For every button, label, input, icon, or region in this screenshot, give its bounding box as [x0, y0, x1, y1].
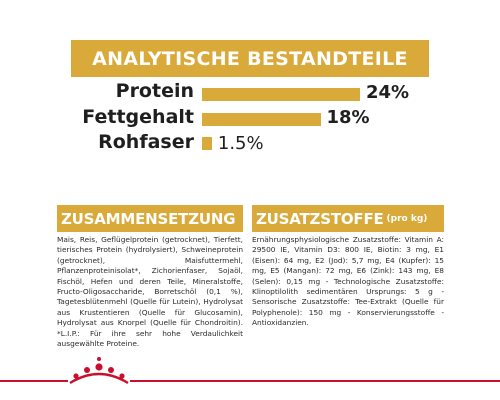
nutrient-bar-protein	[202, 88, 360, 101]
analytical-header: ANALYTISCHE BESTANDTEILE	[71, 40, 429, 77]
brand-line-right	[130, 380, 500, 382]
analytical-title: ANALYTISCHE BESTANDTEILE	[92, 47, 408, 70]
nutrient-label-fiber: Rohfaser	[98, 131, 194, 153]
brand-line-left	[0, 380, 68, 382]
composition-title: ZUSAMMENSETZUNG	[61, 209, 236, 228]
nutrient-label-fat: Fettgehalt	[82, 106, 194, 128]
nutrient-bar-fiber	[202, 137, 212, 150]
nutrient-label-protein: Protein	[115, 80, 194, 102]
royal-canin-crown-logo	[69, 357, 129, 385]
composition-text: Mais, Reis, Geflügelprotein (getrocknet)…	[57, 235, 243, 349]
additives-text: Ernährungsphysiologische Zusatzstoffe: V…	[252, 235, 444, 328]
additives-title: ZUSATZSTOFFE	[256, 209, 384, 228]
nutrient-value-fat: 18%	[326, 107, 370, 128]
nutrient-value-protein: 24%	[366, 82, 410, 103]
additives-header: ZUSATZSTOFFE (pro kg)	[252, 205, 444, 232]
composition-header: ZUSAMMENSETZUNG	[57, 205, 243, 232]
nutrient-value-fiber: 1.5%	[217, 133, 264, 154]
nutrient-bar-fat	[202, 113, 321, 126]
additives-suffix: (pro kg)	[386, 213, 428, 224]
